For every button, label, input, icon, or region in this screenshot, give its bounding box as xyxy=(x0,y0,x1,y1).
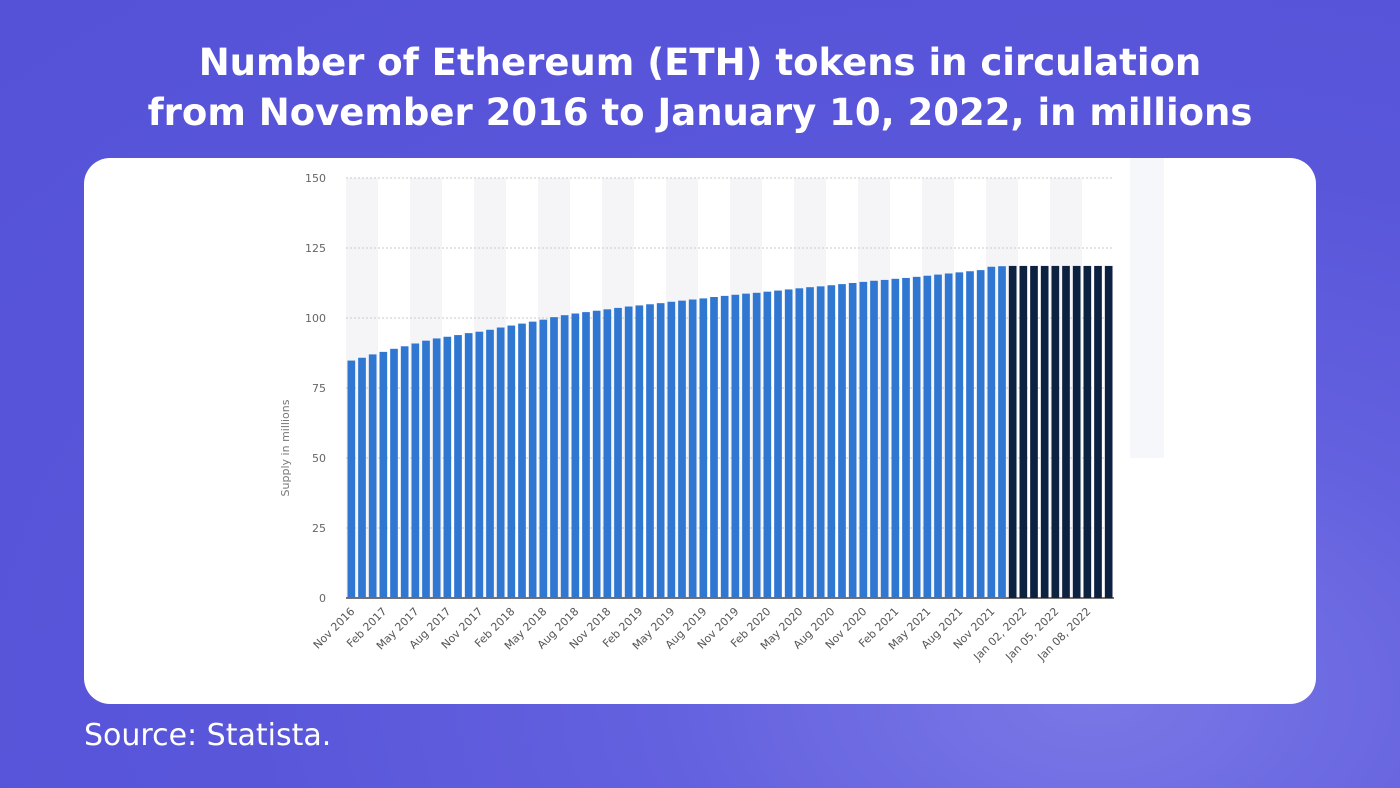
bar-oct-2020 xyxy=(848,283,857,598)
bar-feb-2020 xyxy=(763,291,772,598)
bar-dec-2018 xyxy=(614,307,622,598)
bar-jan-09-2022 xyxy=(1094,265,1102,598)
bar-apr-2018 xyxy=(528,321,537,598)
bar-aug-2020 xyxy=(827,285,836,598)
bar-may-2020 xyxy=(795,288,804,598)
edge-shading xyxy=(1130,158,1164,458)
y-tick-labels: 0 25 50 75 100 125 150 xyxy=(305,172,326,605)
bar-oct-2019 xyxy=(720,295,729,598)
bar-apr-2017 xyxy=(400,346,409,598)
y-axis-label: Supply in millions xyxy=(279,399,292,496)
bars xyxy=(347,265,1113,598)
y-tick-label: 100 xyxy=(305,312,326,325)
y-tick-label: 75 xyxy=(312,382,326,395)
bar-feb-2021 xyxy=(891,278,900,598)
bar-oct-2021 xyxy=(976,270,985,598)
bar-apr-2019 xyxy=(656,303,665,598)
bar-jan-03-2022 xyxy=(1030,265,1038,598)
bar-oct-2017 xyxy=(464,333,473,598)
title-line-1: Number of Ethereum (ETH) tokens in circu… xyxy=(198,41,1202,84)
bar-jan-05-2022 xyxy=(1051,265,1060,598)
bar-mar-2021 xyxy=(902,277,910,598)
bar-jan-07-2022 xyxy=(1072,265,1081,598)
bar-mar-2017 xyxy=(390,348,398,598)
bar-dec-2019 xyxy=(742,293,750,598)
bar-feb-2017 xyxy=(379,351,388,598)
bar-jan-01-2022 xyxy=(1008,265,1017,598)
bar-jan-2017 xyxy=(368,354,377,598)
bar-sep-2017 xyxy=(454,335,462,598)
bar-mar-2020 xyxy=(774,290,782,598)
bar-jun-2017 xyxy=(422,340,430,598)
bar-jun-2021 xyxy=(934,274,942,598)
bar-may-2019 xyxy=(667,301,676,598)
bar-jan-08-2022 xyxy=(1083,265,1092,598)
bar-jan-2018 xyxy=(496,327,505,598)
bar-jul-2020 xyxy=(816,286,825,598)
title-line-2: from November 2016 to January 10, 2022, … xyxy=(147,91,1253,134)
bar-nov-2019 xyxy=(731,294,740,598)
bar-sep-2019 xyxy=(710,297,718,598)
bar-may-2017 xyxy=(411,343,420,598)
bar-jan-2020 xyxy=(752,292,761,598)
bar-jun-2019 xyxy=(678,300,686,598)
bar-jun-2020 xyxy=(806,287,814,598)
bar-dec-2017 xyxy=(486,329,494,598)
bar-nov-2018 xyxy=(603,309,612,598)
bar-jan-04-2022 xyxy=(1040,265,1049,598)
bar-may-2018 xyxy=(539,319,548,598)
bar-may-2021 xyxy=(923,275,932,598)
y-tick-label: 25 xyxy=(312,522,326,535)
bar-nov-2021 xyxy=(987,266,996,598)
y-tick-label: 50 xyxy=(312,452,326,465)
bar-jun-2018 xyxy=(550,317,558,598)
bar-jan-2021 xyxy=(880,279,889,598)
bar-nov-2017 xyxy=(475,331,484,598)
bar-feb-2018 xyxy=(507,325,516,598)
bar-nov-2016 xyxy=(347,360,356,598)
bar-dec-2016 xyxy=(358,357,366,598)
bar-feb-2019 xyxy=(635,305,644,598)
chart-card: 0 25 50 75 100 125 150 Nov 2016 Feb 2017 May 201… xyxy=(84,158,1316,704)
bar-nov-2020 xyxy=(859,281,868,598)
gridlines xyxy=(346,177,1114,599)
bar-aug-2018 xyxy=(571,313,580,598)
bar-jul-2017 xyxy=(432,338,441,598)
bar-aug-2021 xyxy=(955,272,964,598)
bar-dec-2020 xyxy=(870,280,878,598)
y-tick-label: 0 xyxy=(319,592,326,605)
bar-sep-2021 xyxy=(966,271,974,598)
bar-aug-2019 xyxy=(699,298,708,598)
bar-jul-2021 xyxy=(944,273,953,598)
y-tick-label: 150 xyxy=(305,172,326,185)
bar-sep-2020 xyxy=(838,284,846,598)
y-tick-label: 125 xyxy=(305,242,326,255)
bar-jul-2018 xyxy=(560,315,569,598)
bar-mar-2019 xyxy=(646,304,654,598)
bar-apr-2020 xyxy=(784,289,793,598)
bar-aug-2017 xyxy=(443,336,452,598)
bar-sep-2018 xyxy=(582,312,590,598)
bar-oct-2018 xyxy=(592,310,601,598)
chart-title: Number of Ethereum (ETH) tokens in circu… xyxy=(0,38,1400,138)
bar-jan-06-2022 xyxy=(1062,265,1070,598)
bar-apr-2021 xyxy=(912,276,921,598)
bar-jan-2019 xyxy=(624,306,633,598)
source-note: Source: Statista. xyxy=(84,718,332,753)
bar-jan-02-2022 xyxy=(1019,265,1028,598)
bar-jul-2019 xyxy=(688,299,697,598)
bar-jan-10-2022 xyxy=(1104,265,1113,598)
bar-mar-2018 xyxy=(518,323,526,598)
bar-dec-2021 xyxy=(998,266,1006,598)
